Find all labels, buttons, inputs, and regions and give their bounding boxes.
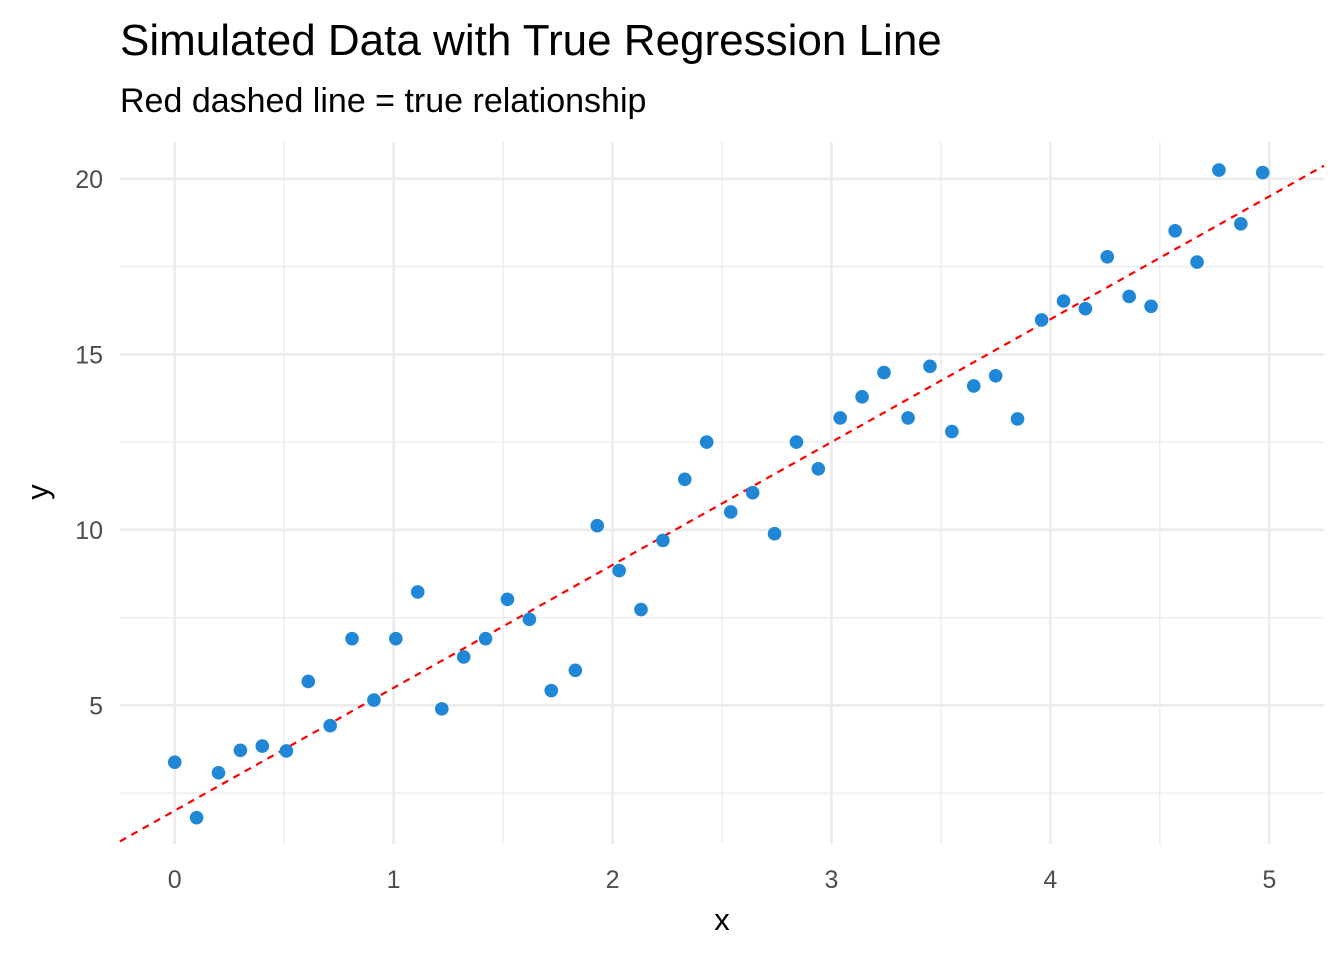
data-point [656,533,670,548]
minor-gridlines [120,142,1324,844]
data-point [301,674,316,689]
x-tick-label: 0 [168,866,182,894]
data-point [1234,216,1248,231]
data-point [767,526,782,541]
data-point [1078,301,1093,316]
data-point [966,379,981,393]
data-point [590,518,605,533]
data-point [323,718,337,733]
data-point [189,810,204,825]
major-gridlines [120,142,1324,844]
x-axis-title: x [714,902,730,937]
data-point [1190,255,1204,269]
data-point [833,411,848,425]
data-point [345,631,359,646]
data-point [789,435,804,449]
y-tick-labels: 5 10 15 20 [75,166,103,720]
x-tick-label: 4 [1043,866,1057,894]
y-tick-label: 5 [89,692,103,720]
data-point [988,368,1003,383]
x-tick-labels: 0 1 2 3 4 5 [168,866,1276,894]
data-point [544,683,559,698]
chart-title: Simulated Data with True Regression Line [120,16,942,65]
x-tick-label: 2 [606,866,620,894]
data-point [1168,224,1182,238]
data-point [923,359,937,374]
data-point [1144,299,1158,314]
data-point [612,563,626,578]
data-point [1100,249,1115,264]
y-tick-label: 15 [75,341,103,369]
data-point [634,602,648,617]
x-tick-label: 1 [387,866,401,894]
y-axis-title: y [20,484,55,500]
data-point [699,435,714,449]
data-point [723,505,738,519]
data-point [167,755,182,770]
x-tick-label: 5 [1262,866,1276,894]
data-point [279,744,294,758]
data-point [255,739,270,753]
data-point [456,650,471,664]
data-point [211,765,226,780]
data-point [877,365,891,380]
y-tick-label: 20 [75,166,103,194]
data-point [434,702,449,716]
data-point [1212,163,1226,177]
data-point [410,585,425,599]
data-point [522,612,537,627]
data-point [1034,313,1049,327]
data-point [855,390,869,404]
data-point [568,663,583,678]
data-point [1010,412,1025,426]
chart-subtitle: Red dashed line = true relationship [120,82,646,120]
data-point [500,592,515,607]
data-points [167,163,1270,825]
data-point [1122,289,1136,304]
y-tick-label: 10 [75,517,103,545]
x-tick-label: 3 [825,866,839,894]
data-point [367,693,381,707]
data-point [745,485,760,500]
data-point [811,461,826,476]
data-point [1255,165,1270,180]
data-point [901,411,915,425]
data-point [945,424,959,439]
data-point [478,631,493,646]
true-regression-line-group [119,164,1325,843]
data-point [233,743,248,758]
data-point [389,631,403,646]
true-regression-line [119,164,1325,843]
data-point [1056,294,1071,308]
data-point [677,472,692,487]
